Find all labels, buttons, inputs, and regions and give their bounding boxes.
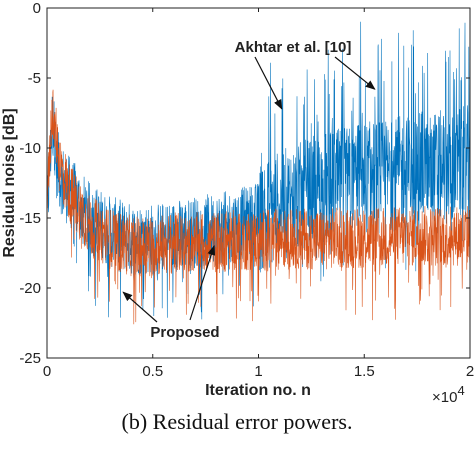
axis-ticks: 0 0.5 1 1.5 2 0 -5 -10 -15 -20 -25	[19, 0, 474, 380]
annotation-arrow	[189, 245, 216, 321]
y-tick-label: -20	[19, 280, 41, 297]
annotation-label: Proposed	[150, 324, 219, 341]
plot-area	[47, 21, 470, 325]
y-tick-label: -10	[19, 140, 41, 157]
y-axis-label: Residual noise [dB]	[1, 108, 18, 257]
x-axis-label: Iteration no. n	[205, 382, 311, 399]
x-tick-label: 2	[466, 363, 474, 380]
x-tick-label: 0	[43, 363, 51, 380]
annotation-arrow	[122, 291, 158, 323]
y-tick-label: 0	[33, 0, 41, 17]
x-tick-label: 0.5	[142, 363, 163, 380]
annotation-arrow	[254, 56, 283, 110]
y-tick-label: -15	[19, 210, 41, 227]
y-tick-label: -25	[19, 350, 41, 367]
annotations: Akhtar et al. [10] Proposed	[122, 39, 376, 341]
x-tick-label: 1	[254, 363, 262, 380]
x-tick-label: 1.5	[354, 363, 375, 380]
y-tick-label: -5	[28, 70, 41, 87]
annotation-label: Akhtar et al. [10]	[235, 39, 352, 56]
series-line-2	[47, 89, 470, 325]
annotation-arrow	[334, 56, 376, 90]
figure-caption: (b) Residual error powers.	[121, 409, 353, 434]
x-multiplier-label: ×104	[432, 383, 465, 406]
